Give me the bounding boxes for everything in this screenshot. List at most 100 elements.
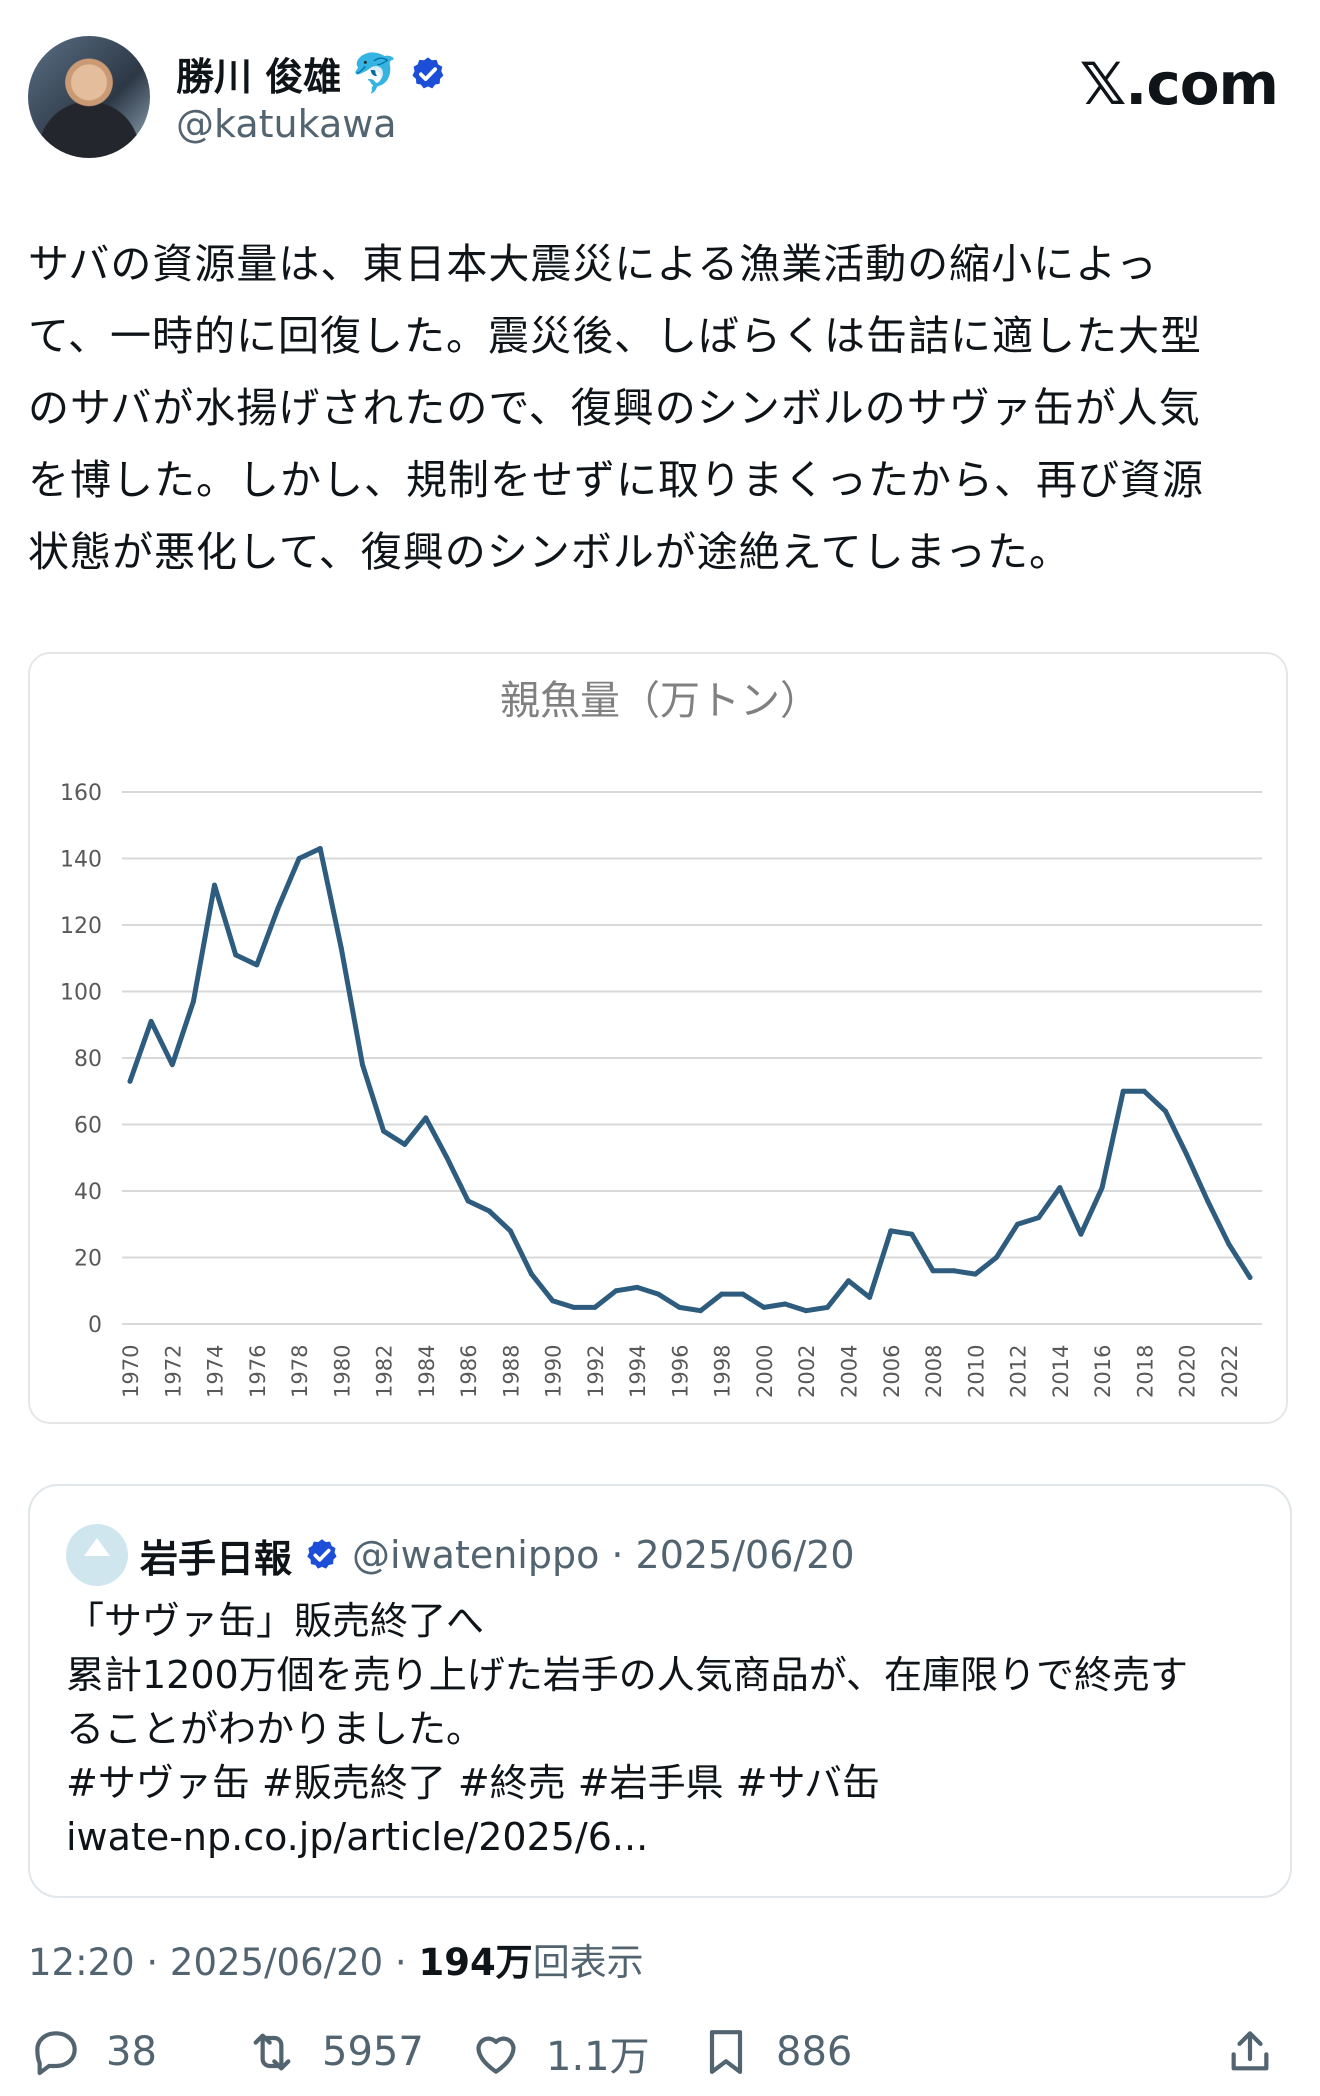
view-count: 194万 bbox=[418, 1941, 533, 1984]
bookmark-count: 886 bbox=[776, 2029, 853, 2075]
x-tick-label: 1986 bbox=[457, 1345, 481, 1398]
data-point bbox=[1036, 1215, 1042, 1221]
chart-image[interactable]: 親魚量（万トン） 0 20 40 60 80 100 120 140 160 1970 1972 1… bbox=[28, 652, 1288, 1424]
data-point bbox=[676, 1304, 682, 1310]
verified-badge-icon bbox=[307, 1539, 337, 1569]
x-tick-label: 2008 bbox=[922, 1345, 946, 1398]
data-point bbox=[1184, 1151, 1190, 1157]
y-tick-label: 20 bbox=[74, 1247, 102, 1272]
author-name-row: 勝川 俊雄 🐬 bbox=[176, 46, 447, 101]
data-point bbox=[233, 952, 239, 958]
data-point bbox=[1078, 1231, 1084, 1237]
x-tick-label: 2000 bbox=[753, 1345, 777, 1398]
author-name[interactable]: 勝川 俊雄 bbox=[176, 55, 342, 99]
quoted-tweet-header: 岩手日報 @iwatenippo · 2025/06/20 bbox=[66, 1524, 855, 1586]
tweet-text-line: を博した。しかし、規制をせずに取りまくったから、再び資源 bbox=[28, 456, 1204, 504]
reply-count: 38 bbox=[106, 2029, 157, 2075]
data-point bbox=[972, 1271, 978, 1277]
data-point bbox=[1205, 1198, 1211, 1204]
data-point bbox=[1057, 1185, 1063, 1191]
data-point bbox=[803, 1308, 809, 1314]
y-tick-label: 80 bbox=[74, 1047, 102, 1072]
share-icon bbox=[1231, 2031, 1269, 2071]
verified-badge-icon bbox=[412, 56, 443, 88]
x-tick-label: 1976 bbox=[246, 1345, 270, 1398]
quoted-text-line: 「サヴァ缶」販売終了へ bbox=[66, 1599, 485, 1643]
repost-icon bbox=[253, 2033, 291, 2071]
quoted-text-line: ることがわかりました。 bbox=[66, 1707, 485, 1751]
data-point bbox=[845, 1278, 851, 1284]
data-point bbox=[634, 1284, 640, 1290]
quoted-text: 「サヴァ缶」販売終了へ 累計1200万個を売り上げた岩手の人気商品が、在庫限りで… bbox=[66, 1594, 1266, 1864]
quoted-author-handle[interactable]: @iwatenippo bbox=[352, 1533, 600, 1577]
bookmark-button[interactable]: 886 bbox=[698, 2024, 852, 2080]
tweet-text-line: サバの資源量は、東日本大震災による漁業活動の縮小によっ bbox=[28, 240, 1158, 288]
data-point bbox=[127, 1078, 133, 1084]
x-tick-label: 1990 bbox=[542, 1345, 566, 1398]
author-avatar[interactable] bbox=[28, 36, 150, 158]
quoted-tweet[interactable]: 岩手日報 @iwatenippo · 2025/06/20 「サヴァ缶」販売終了… bbox=[28, 1484, 1292, 1898]
data-point bbox=[951, 1268, 957, 1274]
quoted-link[interactable]: iwate-np.co.jp/article/2025/6... bbox=[66, 1815, 649, 1859]
data-point bbox=[381, 1128, 387, 1134]
data-point bbox=[782, 1301, 788, 1307]
repost-count: 5957 bbox=[322, 2029, 424, 2075]
data-point bbox=[254, 962, 260, 968]
like-button[interactable]: 1.1万 bbox=[468, 2024, 650, 2082]
x-tick-label: 1970 bbox=[119, 1345, 143, 1398]
data-point bbox=[655, 1291, 661, 1297]
y-tick-label: 120 bbox=[60, 914, 102, 939]
data-point bbox=[212, 882, 218, 888]
data-point bbox=[169, 1062, 175, 1068]
data-point bbox=[592, 1304, 598, 1310]
share-button[interactable] bbox=[1222, 2024, 1278, 2080]
reply-icon bbox=[35, 2031, 77, 2076]
x-com-logo: 𝕏.com bbox=[1079, 50, 1279, 118]
heart-icon bbox=[476, 2036, 516, 2074]
data-point bbox=[402, 1141, 408, 1147]
x-tick-label: 1980 bbox=[330, 1345, 354, 1398]
x-tick-label: 1992 bbox=[584, 1345, 608, 1398]
reply-button[interactable]: 38 bbox=[28, 2024, 157, 2080]
data-point bbox=[719, 1291, 725, 1297]
x-tick-label: 2020 bbox=[1176, 1345, 1200, 1398]
data-point bbox=[148, 1018, 154, 1024]
tweet-header: 勝川 俊雄 🐬 @katukawa 𝕏.com bbox=[28, 36, 1292, 166]
y-tick-label: 160 bbox=[60, 781, 102, 806]
x-tick-label: 2010 bbox=[964, 1345, 988, 1398]
x-tick-label: 1996 bbox=[668, 1345, 692, 1398]
like-count: 1.1万 bbox=[546, 2034, 650, 2080]
data-point bbox=[296, 856, 302, 861]
chart-title: 親魚量（万トン） bbox=[500, 678, 820, 724]
quoted-hashtags[interactable]: #サヴァ缶 #販売終了 #終売 #岩手県 #サバ缶 bbox=[66, 1761, 880, 1805]
data-point bbox=[930, 1268, 936, 1274]
iwate-nippo-logo[interactable] bbox=[66, 1524, 128, 1586]
bookmark-icon bbox=[709, 2030, 743, 2074]
x-tick-label: 1984 bbox=[415, 1345, 439, 1398]
data-point bbox=[507, 1228, 513, 1234]
data-point bbox=[761, 1304, 767, 1310]
tweet-meta: 12:20 · 2025/06/20 · 194万回表示 bbox=[28, 1932, 644, 1986]
data-point bbox=[824, 1304, 830, 1310]
x-tick-label: 2006 bbox=[880, 1345, 904, 1398]
x-tick-label: 2004 bbox=[837, 1345, 861, 1398]
x-tick-label: 2016 bbox=[1091, 1345, 1115, 1398]
repost-button[interactable]: 5957 bbox=[244, 2024, 424, 2080]
data-point bbox=[909, 1231, 915, 1237]
data-point bbox=[1015, 1221, 1021, 1227]
x-tick-label: 1998 bbox=[711, 1345, 735, 1398]
author-handle[interactable]: @katukawa bbox=[176, 102, 397, 146]
data-point bbox=[867, 1294, 873, 1300]
tweet-text-line: 状態が悪化して、復興のシンボルが途絶えてしまった。 bbox=[28, 528, 1072, 576]
quoted-date: · 2025/06/20 bbox=[611, 1533, 855, 1577]
data-point bbox=[423, 1115, 429, 1121]
tweet-text-line: のサバが水揚げされたので、復興のシンボルのサヴァ缶が人気 bbox=[28, 384, 1201, 432]
data-point bbox=[740, 1291, 746, 1297]
data-point bbox=[550, 1298, 556, 1304]
data-point bbox=[529, 1271, 535, 1277]
quoted-author-name[interactable]: 岩手日報 bbox=[140, 1536, 293, 1581]
data-point bbox=[698, 1308, 704, 1314]
tweet-timestamp[interactable]: 12:20 · 2025/06/20 · bbox=[28, 1941, 419, 1984]
data-point bbox=[1226, 1241, 1232, 1247]
data-point bbox=[190, 998, 196, 1004]
